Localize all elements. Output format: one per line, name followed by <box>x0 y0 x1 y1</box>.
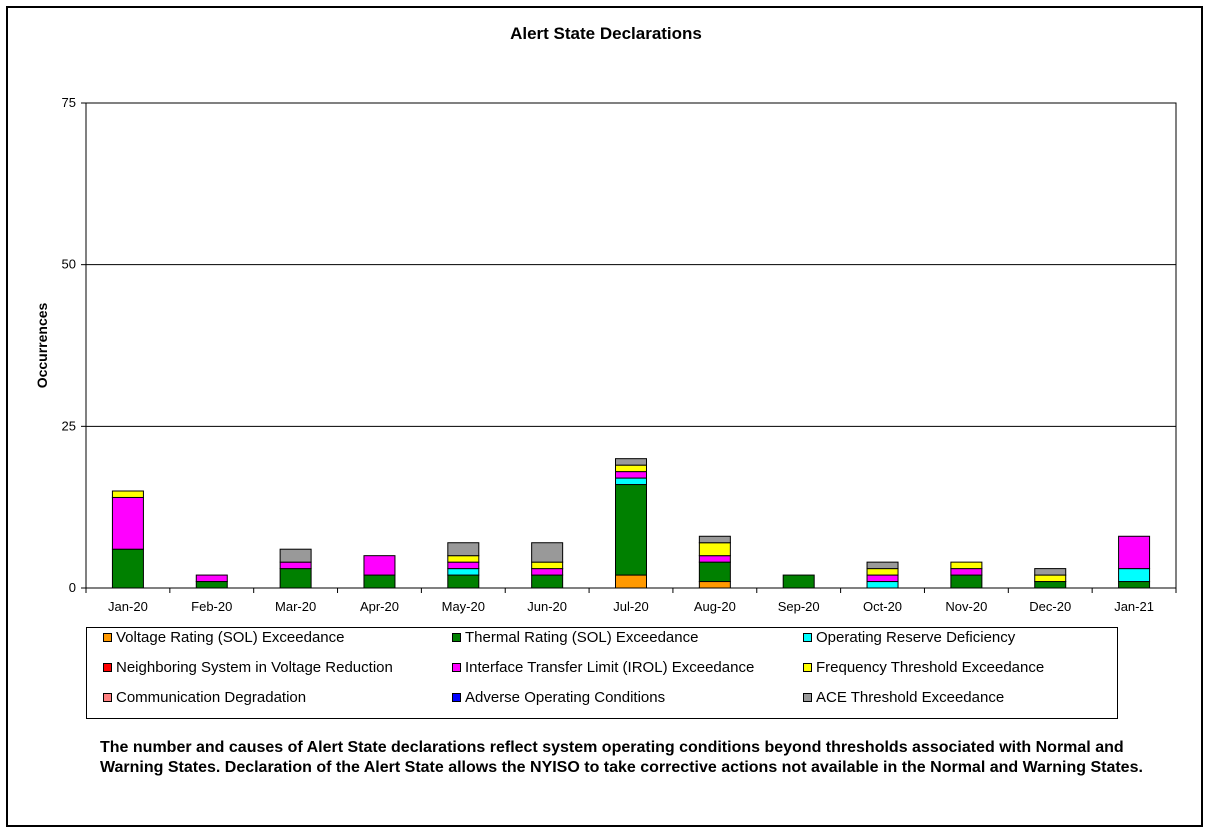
legend-label: ACE Threshold Exceedance <box>816 689 1005 706</box>
bar-segment <box>447 542 480 557</box>
bar-segment <box>950 561 983 570</box>
legend-item: Neighboring System in Voltage Reduction <box>103 659 393 676</box>
y-axis-title: Occurrences <box>34 302 50 388</box>
bar-segment <box>698 535 731 544</box>
legend-label: Operating Reserve Deficiency <box>816 629 1016 646</box>
y-tick-label: 75 <box>62 95 76 110</box>
bar-segment <box>866 574 899 583</box>
bar-segment <box>363 574 396 589</box>
bar-segment <box>1034 568 1067 576</box>
bar-segment <box>615 484 647 576</box>
legend-swatch <box>103 693 112 702</box>
bar-segment <box>531 574 564 589</box>
bar-segment <box>363 555 396 576</box>
legend-swatch <box>103 663 112 672</box>
x-tick-label: Dec-20 <box>1029 599 1071 614</box>
bar-segment <box>111 496 144 550</box>
bar-segment <box>195 581 228 589</box>
x-tick-label: Feb-20 <box>191 599 232 614</box>
bar-segment <box>866 561 899 570</box>
legend-swatch <box>803 633 812 642</box>
y-tick-label: 0 <box>69 580 76 595</box>
bar-segment <box>866 581 899 589</box>
bar-segment <box>698 581 731 589</box>
x-tick-label: Mar-20 <box>275 599 316 614</box>
legend-item: Communication Degradation <box>103 689 306 706</box>
bar-segment <box>615 464 647 473</box>
bar-segment <box>279 561 312 570</box>
legend-item: Interface Transfer Limit (IROL) Exceedan… <box>452 659 754 676</box>
bar-segment <box>615 574 647 589</box>
x-tick-label: Jul-20 <box>613 599 648 614</box>
chart-title: Alert State Declarations <box>510 24 702 43</box>
bar-segment <box>531 561 564 570</box>
x-tick-label: Jan-21 <box>1114 599 1154 614</box>
bar-segment <box>1118 535 1151 570</box>
bar-segment <box>1034 574 1067 583</box>
x-tick-label: Apr-20 <box>360 599 399 614</box>
legend-swatch <box>452 633 461 642</box>
bar-segment <box>195 574 228 583</box>
bar-segment <box>447 568 480 576</box>
legend-swatch <box>452 663 461 672</box>
bar-segment <box>782 574 815 589</box>
bar-segment <box>279 568 312 589</box>
y-tick-label: 50 <box>62 257 76 272</box>
legend-swatch <box>803 663 812 672</box>
bar-segment <box>615 458 647 466</box>
x-tick-label: Oct-20 <box>863 599 902 614</box>
bar-segment <box>531 542 564 563</box>
bar-segment <box>111 490 144 498</box>
legend-label: Thermal Rating (SOL) Exceedance <box>465 629 699 646</box>
x-tick-label: Aug-20 <box>694 599 736 614</box>
legend-label: Neighboring System in Voltage Reduction <box>116 659 393 676</box>
legend-swatch <box>803 693 812 702</box>
chart-frame <box>6 6 1203 827</box>
legend-label: Communication Degradation <box>116 689 307 706</box>
bar-segment <box>111 548 144 589</box>
legend-label: Voltage Rating (SOL) Exceedance <box>116 629 345 646</box>
bar-segment <box>615 471 647 479</box>
bar-segment <box>279 548 312 563</box>
chart-note: The number and causes of Alert State dec… <box>100 739 1143 776</box>
x-tick-label: Sep-20 <box>778 599 820 614</box>
legend-label: Adverse Operating Conditions <box>465 689 666 706</box>
x-tick-label: Jun-20 <box>527 599 567 614</box>
legend-item: Operating Reserve Deficiency <box>803 629 1015 646</box>
legend-item: Voltage Rating (SOL) Exceedance <box>103 629 344 646</box>
bar-segment <box>447 574 480 589</box>
bar-segment <box>950 574 983 589</box>
bar-segment <box>1034 581 1067 589</box>
bar-segment <box>950 568 983 576</box>
legend-swatch <box>452 693 461 702</box>
bar-segment <box>698 555 731 563</box>
bar-segment <box>866 568 899 576</box>
x-tick-label: Jan-20 <box>108 599 148 614</box>
bar-segment <box>531 568 564 576</box>
legend-item: ACE Threshold Exceedance <box>803 689 1004 706</box>
chart-legend: Voltage Rating (SOL) Exceedance Thermal R… <box>86 627 1118 719</box>
bar-segment <box>1118 581 1151 589</box>
bar-segment <box>447 561 480 570</box>
legend-swatch <box>103 633 112 642</box>
bar-segment <box>698 561 731 583</box>
legend-label: Frequency Threshold Exceedance <box>816 659 1045 676</box>
legend-item: Frequency Threshold Exceedance <box>803 659 1044 676</box>
bar-segment <box>615 477 647 486</box>
y-tick-label: 25 <box>62 418 76 433</box>
legend-item: Adverse Operating Conditions <box>452 689 665 706</box>
legend-label: Interface Transfer Limit (IROL) Exceedan… <box>465 659 755 676</box>
bar-segment <box>447 555 480 563</box>
x-tick-label: Nov-20 <box>945 599 987 614</box>
legend-item: Thermal Rating (SOL) Exceedance <box>452 629 698 646</box>
bar-segment <box>1118 568 1151 583</box>
x-tick-label: May-20 <box>442 599 485 614</box>
bar-segment <box>698 542 731 557</box>
